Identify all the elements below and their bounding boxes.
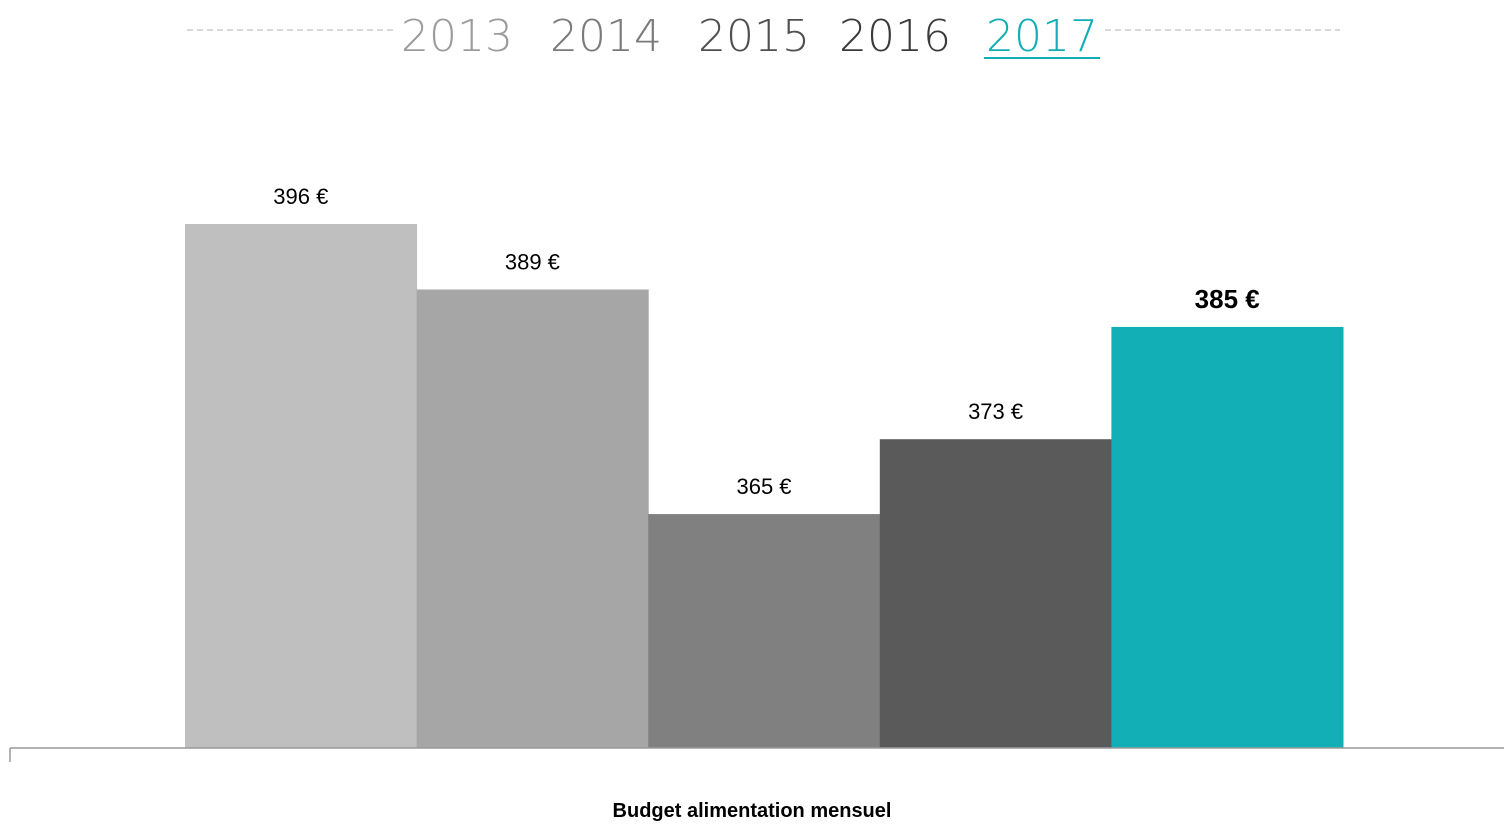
x-axis [9, 747, 1504, 762]
bar-2013 [185, 224, 418, 748]
bar-2014 [416, 289, 649, 748]
bar-2016 [879, 439, 1112, 748]
year-tab-2017[interactable]: 2017 [986, 11, 1098, 62]
chart-caption: Budget alimentation mensuel [612, 800, 892, 822]
value-label-2014: 389 € [505, 250, 560, 275]
value-label-2016: 373 € [968, 399, 1023, 424]
value-label-2013: 396 € [273, 184, 328, 209]
value-label-2015: 365 € [736, 474, 791, 499]
bar-2017 [1111, 326, 1344, 748]
value-labels-group: 396 € 389 € 365 € 373 € 385 € [273, 184, 1259, 499]
year-tab-bar: 2013 2014 2015 2016 2017 [187, 11, 1340, 62]
bar-2015 [648, 514, 881, 748]
bars-group [185, 224, 1344, 748]
year-tab-2013[interactable]: 2013 [401, 11, 513, 62]
value-label-2017: 385 € [1195, 284, 1260, 314]
year-tab-2014[interactable]: 2014 [550, 11, 662, 62]
year-tab-2015[interactable]: 2015 [698, 11, 810, 62]
year-tab-2016[interactable]: 2016 [839, 11, 951, 62]
